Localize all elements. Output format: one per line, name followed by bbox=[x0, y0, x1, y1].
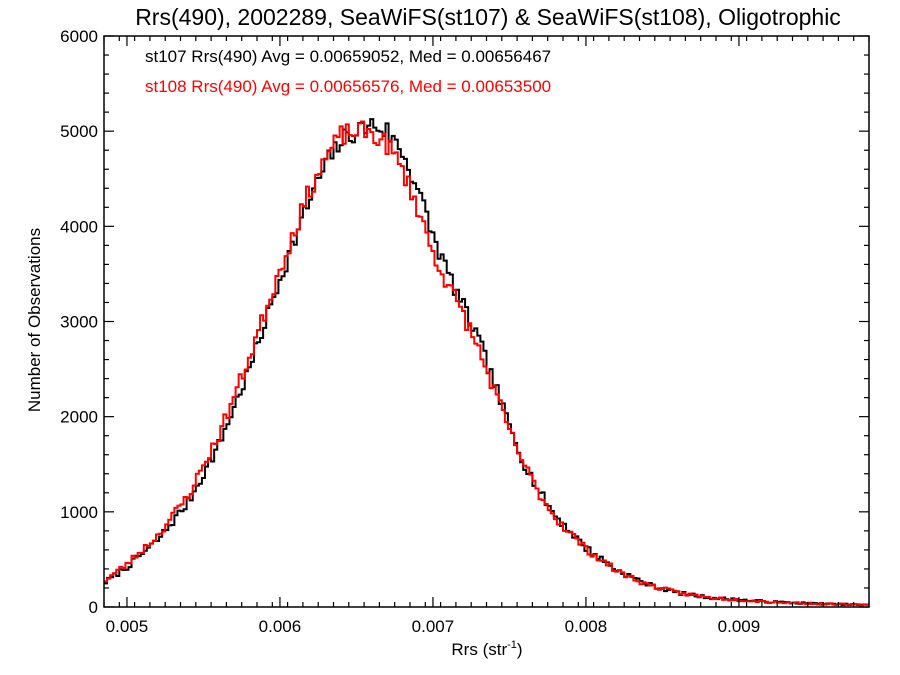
y-axis-label: Number of Observations bbox=[25, 228, 44, 412]
legend-entry-st107: st107 Rrs(490) Avg = 0.00659052, Med = 0… bbox=[145, 47, 551, 66]
histogram-series-1 bbox=[104, 120, 869, 607]
x-axis-label: Rrs (str-1) bbox=[451, 639, 522, 659]
histogram-series-layer bbox=[104, 118, 869, 607]
y-tick-label: 0 bbox=[89, 598, 98, 617]
y-tick-label: 3000 bbox=[60, 313, 98, 332]
x-tick-label: 0.005 bbox=[106, 617, 149, 636]
x-tick-label: 0.009 bbox=[718, 617, 761, 636]
x-tick-label: 0.007 bbox=[412, 617, 455, 636]
x-tick-label: 0.006 bbox=[259, 617, 302, 636]
x-tick-label: 0.008 bbox=[565, 617, 608, 636]
y-tick-label: 1000 bbox=[60, 503, 98, 522]
legend-entry-st108: st108 Rrs(490) Avg = 0.00656576, Med = 0… bbox=[145, 77, 551, 96]
tick-layer: 0.005 0.006 0.007 0.008 0.009 0 1000 2000 3000 40… bbox=[60, 27, 870, 636]
chart-title: Rrs(490), 2002289, SeaWiFS(st107) & SeaW… bbox=[135, 4, 841, 30]
x-axis-label-close: ) bbox=[517, 640, 523, 659]
plot-frame bbox=[103, 35, 870, 608]
x-axis-label-main: Rrs (str bbox=[451, 640, 507, 659]
y-tick-label: 5000 bbox=[60, 122, 98, 141]
svg-text:Rrs (str-1): Rrs (str-1) bbox=[451, 639, 522, 659]
y-tick-label: 4000 bbox=[60, 217, 98, 236]
x-axis-label-superscript: -1 bbox=[507, 639, 517, 651]
y-tick-label: 2000 bbox=[60, 408, 98, 427]
y-tick-label: 6000 bbox=[60, 27, 98, 46]
histogram-series-0 bbox=[104, 118, 869, 607]
